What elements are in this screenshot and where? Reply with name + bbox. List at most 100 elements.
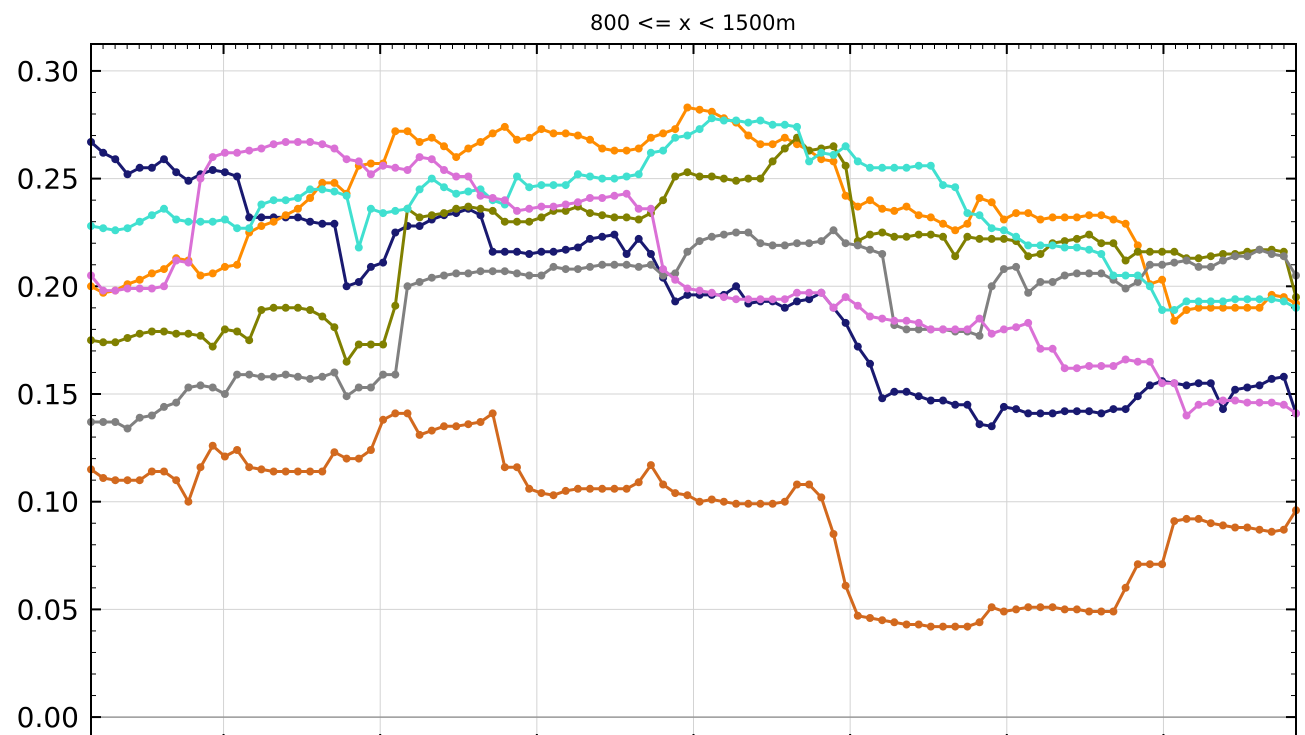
data-point [683, 103, 692, 112]
data-point [147, 327, 156, 336]
data-point [391, 127, 400, 136]
data-point [866, 230, 874, 239]
data-point [829, 303, 838, 312]
data-point [306, 374, 315, 383]
data-point [622, 260, 631, 269]
data-point [379, 209, 388, 218]
data-point [391, 228, 400, 237]
data-point [269, 140, 278, 149]
data-point [403, 204, 412, 213]
data-point [342, 191, 351, 200]
data-point [549, 491, 558, 500]
data-point [500, 267, 509, 276]
data-point [220, 452, 229, 461]
data-point [245, 463, 254, 472]
data-point [147, 163, 156, 172]
data-point [793, 480, 801, 489]
data-point [135, 329, 144, 338]
data-point [1255, 381, 1264, 390]
data-point [366, 262, 375, 271]
data-point [269, 217, 278, 226]
data-point [1219, 250, 1227, 258]
data-point [1060, 271, 1069, 280]
data-point [1255, 245, 1264, 254]
data-point [525, 250, 534, 258]
data-point [1012, 262, 1021, 271]
data-point [1085, 362, 1094, 370]
data-point [99, 338, 108, 347]
data-point [99, 474, 108, 482]
data-point [1231, 385, 1240, 394]
data-point [135, 217, 144, 226]
data-point [841, 142, 850, 151]
data-point [525, 204, 534, 213]
data-point [793, 297, 801, 306]
data-point [99, 418, 108, 426]
data-point [196, 463, 205, 472]
data-point [598, 260, 607, 269]
data-point [707, 232, 716, 241]
data-point [1060, 213, 1069, 222]
data-point [1024, 288, 1033, 297]
data-point [939, 325, 947, 334]
data-point [902, 202, 911, 211]
data-point [525, 271, 534, 280]
data-point [281, 211, 290, 220]
data-point [1219, 256, 1227, 265]
data-point [853, 301, 862, 310]
data-point [817, 493, 826, 502]
data-point [379, 161, 388, 170]
data-point [1182, 297, 1191, 306]
data-point [719, 230, 728, 239]
data-point [793, 288, 801, 297]
data-point [853, 342, 862, 351]
data-point [220, 215, 229, 224]
data-point [598, 144, 607, 153]
data-point [732, 116, 741, 125]
data-point [318, 372, 327, 381]
data-point [695, 497, 704, 506]
data-point [525, 183, 534, 192]
data-point [1097, 239, 1106, 248]
data-point [963, 622, 972, 631]
data-point [135, 284, 144, 293]
data-point [549, 247, 558, 256]
data-point [172, 329, 181, 338]
data-point [1158, 275, 1167, 284]
data-point [987, 282, 996, 291]
series-line [90, 116, 1297, 312]
data-point [500, 247, 509, 256]
data-point [829, 142, 838, 151]
data-point [464, 202, 473, 211]
data-point [671, 269, 680, 278]
data-point [598, 484, 607, 493]
data-point [452, 189, 461, 198]
data-point [975, 211, 984, 220]
data-point [732, 499, 741, 508]
data-point [415, 278, 424, 286]
data-point [135, 413, 144, 422]
data-point [1206, 519, 1215, 528]
data-point [1133, 247, 1142, 256]
data-point [342, 454, 351, 463]
data-point [1145, 357, 1154, 366]
data-point [1072, 213, 1081, 222]
data-point [866, 359, 874, 368]
series-6 [87, 138, 1300, 420]
series-line [90, 411, 1298, 629]
data-point [732, 295, 741, 304]
data-point [135, 275, 144, 284]
data-point [853, 241, 862, 250]
data-point [853, 157, 862, 166]
data-point [1024, 409, 1033, 418]
data-point [646, 250, 655, 258]
data-point [330, 178, 339, 187]
data-point [172, 476, 181, 485]
data-point [123, 424, 132, 433]
data-point [172, 168, 181, 177]
data-point [902, 387, 911, 396]
data-point [500, 196, 509, 205]
data-point [233, 224, 242, 233]
data-point [841, 191, 850, 200]
data-point [245, 213, 254, 222]
